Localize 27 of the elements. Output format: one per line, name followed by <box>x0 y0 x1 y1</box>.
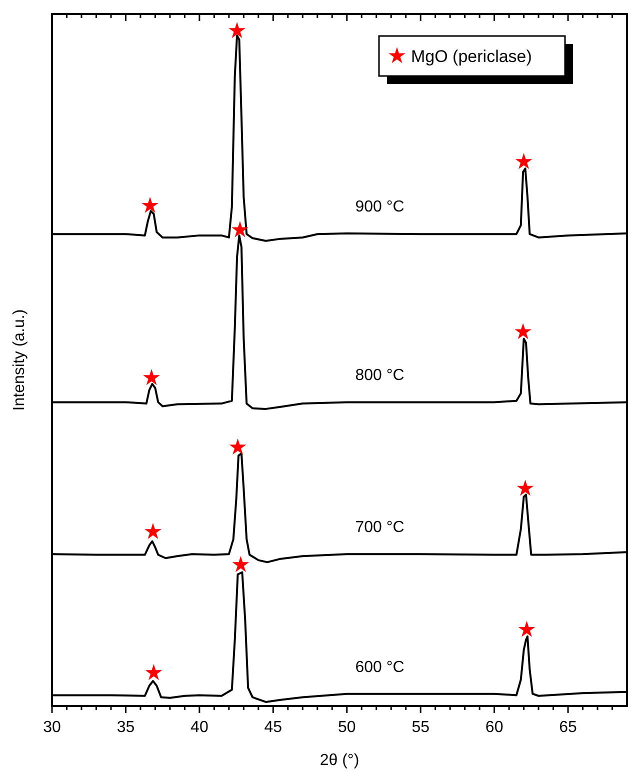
x-tick-label: 60 <box>485 719 504 736</box>
point <box>234 558 248 571</box>
y-axis-title: Intensity (a.u.) <box>11 309 28 411</box>
point <box>146 524 160 538</box>
point <box>233 223 247 236</box>
x-tick-label: 40 <box>190 719 208 736</box>
point <box>516 325 530 338</box>
x-axis-title: 2θ (°) <box>320 752 360 769</box>
series-label: 700 °C <box>355 519 404 536</box>
point <box>517 154 530 168</box>
point <box>230 24 244 37</box>
x-tick-label: 30 <box>43 719 61 736</box>
point <box>520 622 534 636</box>
series-label: 600 °C <box>355 658 404 676</box>
x-tick-label: 45 <box>264 719 282 736</box>
series-label: 800 °C <box>355 367 404 384</box>
point <box>144 371 158 384</box>
x-tick-label: 35 <box>116 719 135 736</box>
legend-label: MgO (periclase) <box>411 47 532 66</box>
series-label: 900 °C <box>355 198 404 216</box>
point <box>147 666 160 679</box>
point <box>518 482 532 494</box>
point <box>231 440 244 454</box>
point <box>143 198 157 212</box>
x-tick-label: 55 <box>412 719 430 736</box>
x-tick-label: 50 <box>338 719 356 736</box>
x-tick-label: 65 <box>559 719 578 736</box>
